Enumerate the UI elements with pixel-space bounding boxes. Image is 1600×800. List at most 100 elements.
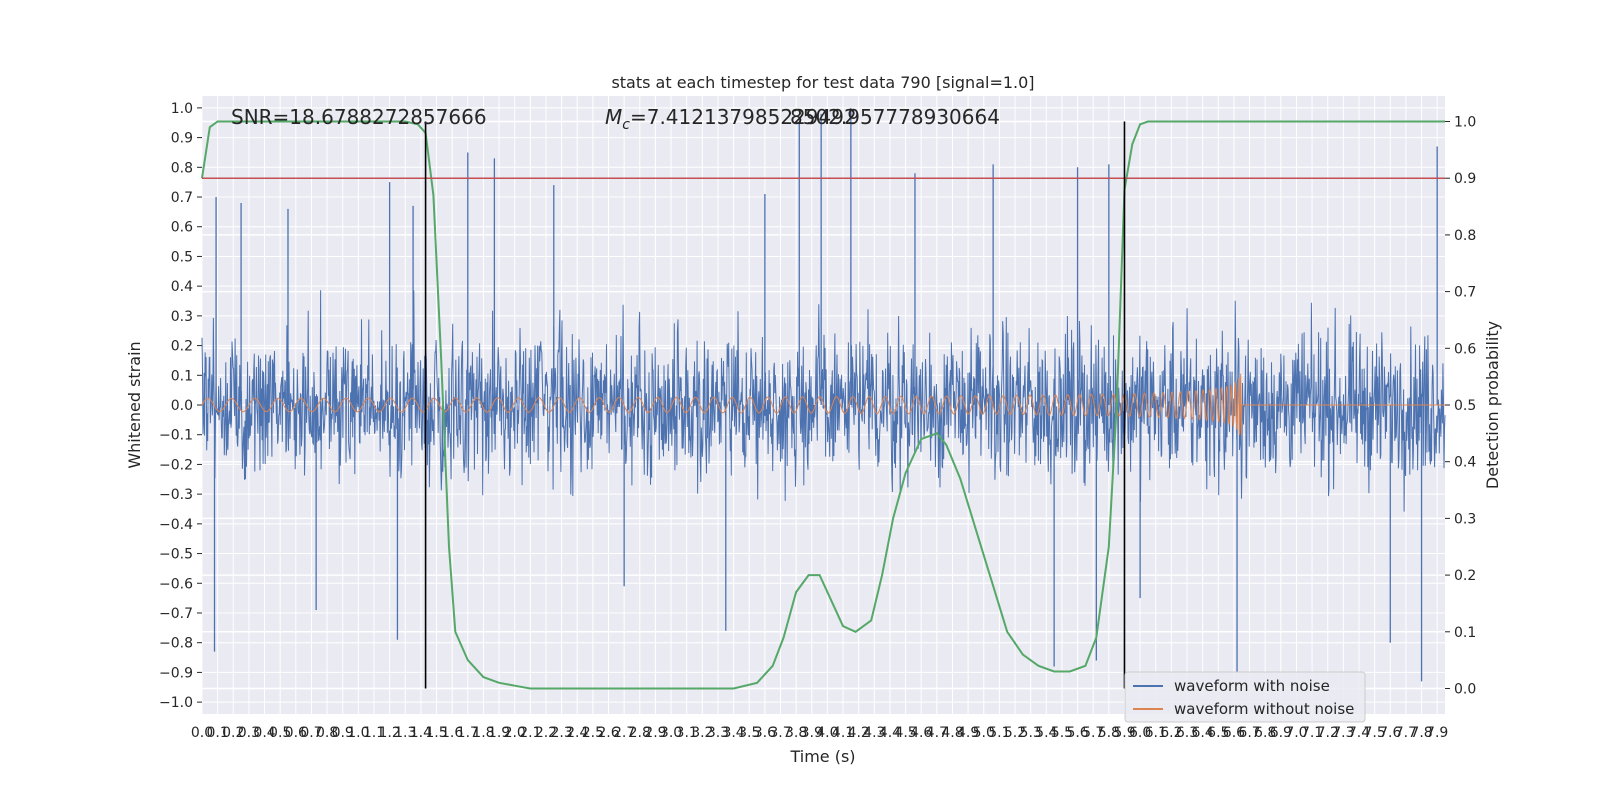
x-tick-label: 4.8 <box>941 725 963 741</box>
x-tick-label: 6.3 <box>1176 725 1198 741</box>
x-tick-label: 1.9 <box>488 725 510 741</box>
x-tick-label: 5.3 <box>1020 725 1042 741</box>
x-tick-label: 5.9 <box>1113 725 1135 741</box>
x-tick-label: 2.0 <box>504 725 526 741</box>
x-tick-label: 1.6 <box>441 725 463 741</box>
y2-tick-label: 0.2 <box>1454 568 1476 584</box>
y-tick-label: −0.4 <box>159 517 193 533</box>
x-tick-label: 0.1 <box>207 725 229 741</box>
x-tick-label: 6.8 <box>1254 725 1276 741</box>
x-tick-label: 6.4 <box>1192 725 1214 741</box>
y2-tick-label: 0.7 <box>1454 285 1476 301</box>
x-tick-label: 0.3 <box>238 725 260 741</box>
x-tick-label: 1.5 <box>425 725 447 741</box>
x-tick-label: 4.2 <box>848 725 870 741</box>
x-tick-label: 3.8 <box>785 725 807 741</box>
y-tick-label: −0.6 <box>159 576 193 592</box>
x-tick-label: 3.4 <box>722 725 744 741</box>
x-tick-label: 5.0 <box>973 725 995 741</box>
x-tick-label: 6.0 <box>1129 725 1151 741</box>
clean-waveform-line <box>201 373 1445 437</box>
y-tick-label: 0.2 <box>171 339 193 355</box>
x-tick-label: 3.6 <box>754 725 776 741</box>
x-tick-label: 5.8 <box>1098 725 1120 741</box>
x-tick-label: 2.8 <box>629 725 651 741</box>
x-tick-label: 7.2 <box>1317 725 1339 741</box>
y2-tick-label: 0.5 <box>1454 398 1476 414</box>
y-tick-label: −0.1 <box>159 428 193 444</box>
noise-waveform <box>201 107 1446 682</box>
x-tick-label: 4.4 <box>879 725 901 741</box>
x-tick-label: 1.7 <box>457 725 479 741</box>
y-tick-label: −0.7 <box>159 606 193 622</box>
chirp-mass-value: =7.412137985229492 <box>630 105 857 129</box>
y-tick-label: 0.1 <box>171 368 193 384</box>
y-tick-label: 0.8 <box>171 160 193 176</box>
x-tick-label: 2.2 <box>535 725 557 741</box>
x-tick-label: 1.8 <box>472 725 494 741</box>
x-tick-label: 0.7 <box>300 725 322 741</box>
x-tick-label: 1.3 <box>394 725 416 741</box>
x-tick-label: 2.1 <box>519 725 541 741</box>
x-tick-label: 4.3 <box>863 725 885 741</box>
y-tick-label: 0.6 <box>171 220 193 236</box>
x-axis-label: Time (s) <box>789 747 855 766</box>
x-tick-label: 6.5 <box>1207 725 1229 741</box>
x-tick-label: 1.0 <box>347 725 369 741</box>
legend-label-clean: waveform without noise <box>1174 700 1354 718</box>
x-tick-label: 2.3 <box>550 725 572 741</box>
x-tick-label: 3.1 <box>676 725 698 741</box>
legend-box <box>1124 671 1366 723</box>
x-tick-label: 3.2 <box>691 725 713 741</box>
x-tick-label: 1.1 <box>363 725 385 741</box>
x-tick-label: 2.7 <box>613 725 635 741</box>
chirp-mass-annotation: Mc=7.412137985229492 <box>605 105 857 133</box>
x-tick-label: 4.7 <box>926 725 948 741</box>
legend: waveform with noise waveform without noi… <box>1124 671 1366 723</box>
x-tick-label: 5.1 <box>988 725 1010 741</box>
x-tick-label: 5.5 <box>1051 725 1073 741</box>
x-tick-label: 2.6 <box>597 725 619 741</box>
x-tick-label: 3.3 <box>707 725 729 741</box>
noise-waveform-line <box>201 290 1446 512</box>
y2-tick-label: 0.3 <box>1454 511 1476 527</box>
x-tick-label: 4.0 <box>816 725 838 741</box>
x-tick-label: 7.5 <box>1364 725 1386 741</box>
axes: 0.00.10.20.30.40.50.60.70.80.91.01.11.21… <box>159 101 1476 741</box>
x-tick-label: 5.6 <box>1066 725 1088 741</box>
x-tick-label: 4.5 <box>894 725 916 741</box>
x-tick-label: 3.9 <box>801 725 823 741</box>
y-tick-label: −0.3 <box>159 487 193 503</box>
x-tick-label: 3.5 <box>738 725 760 741</box>
chart-title: stats at each timestep for test data 790… <box>611 73 1034 92</box>
y2-tick-label: 0.8 <box>1454 228 1476 244</box>
x-tick-label: 3.7 <box>769 725 791 741</box>
y-tick-label: −1.0 <box>159 695 193 711</box>
x-tick-label: 7.6 <box>1379 725 1401 741</box>
x-tick-label: 4.1 <box>832 725 854 741</box>
x-tick-label: 2.9 <box>644 725 666 741</box>
y-tick-label: −0.8 <box>159 636 193 652</box>
x-tick-label: 0.8 <box>316 725 338 741</box>
y2-axis-label: Detection probability <box>1483 321 1502 489</box>
x-tick-label: 0.0 <box>191 725 213 741</box>
detection-probability-line <box>201 120 1445 690</box>
x-tick-label: 0.2 <box>222 725 244 741</box>
probability-line <box>201 120 1445 690</box>
x-tick-label: 0.4 <box>253 725 275 741</box>
chirp-mass-subscript: c <box>622 117 630 133</box>
x-tick-label: 6.9 <box>1270 725 1292 741</box>
x-tick-label: 6.7 <box>1238 725 1260 741</box>
x-tick-label: 7.0 <box>1285 725 1307 741</box>
y-tick-label: −0.9 <box>159 665 193 681</box>
y-tick-label: 0.3 <box>171 309 193 325</box>
x-tick-label: 7.8 <box>1410 725 1432 741</box>
x-tick-label: 0.9 <box>332 725 354 741</box>
markers <box>202 121 1445 689</box>
x-tick-label: 4.9 <box>957 725 979 741</box>
y-tick-label: 0.0 <box>171 398 193 414</box>
y-tick-label: 1.0 <box>171 101 193 117</box>
x-tick-label: 7.7 <box>1395 725 1417 741</box>
x-tick-label: 1.4 <box>410 725 432 741</box>
